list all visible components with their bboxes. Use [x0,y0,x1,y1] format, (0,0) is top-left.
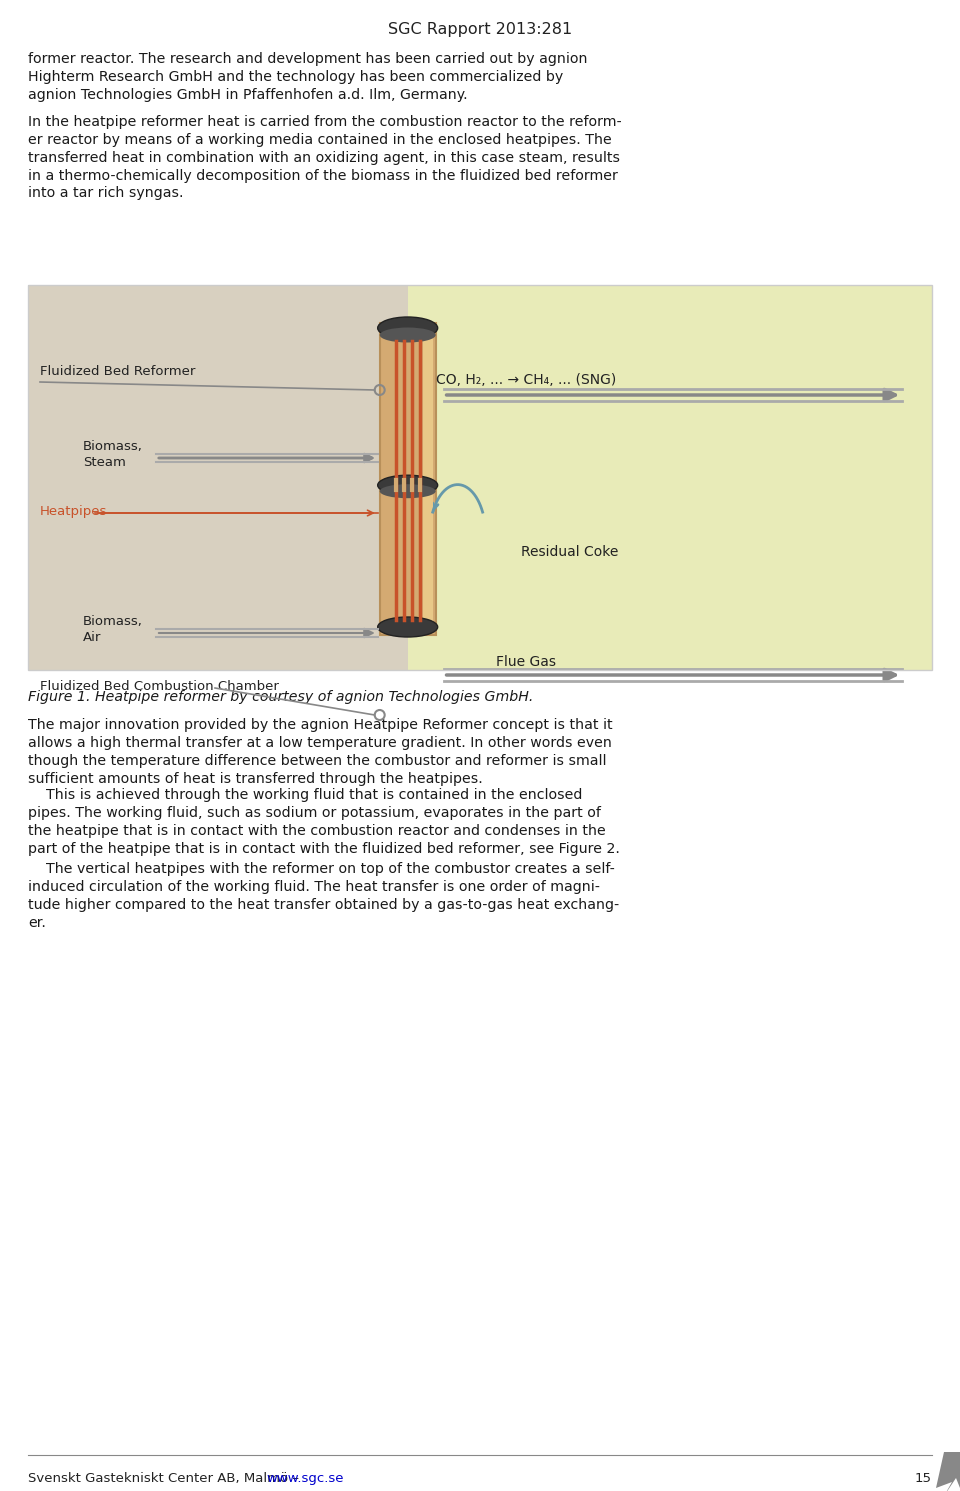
Text: In the heatpipe reformer heat is carried from the combustion reactor to the refo: In the heatpipe reformer heat is carried… [28,115,622,200]
Text: Biomass,
Air: Biomass, Air [83,614,143,644]
Ellipse shape [377,318,438,338]
Text: Residual Coke: Residual Coke [520,546,618,559]
Bar [28,285,932,669]
Text: Fluidized Bed Reformer: Fluidized Bed Reformer [40,365,196,379]
Text: This is achieved through the working fluid that is contained in the enclosed
pip: This is achieved through the working flu… [28,789,620,856]
Text: Heatpipes: Heatpipes [40,505,108,517]
Ellipse shape [377,476,438,495]
Ellipse shape [377,617,438,637]
Bar [380,324,436,635]
Ellipse shape [380,485,436,498]
Text: The major innovation provided by the agnion Heatpipe Reformer concept is that it: The major innovation provided by the agn… [28,719,612,786]
Text: Flue Gas: Flue Gas [495,655,556,669]
Text: SGC Rapport 2013:281: SGC Rapport 2013:281 [388,22,572,37]
Text: Svenskt Gastekniskt Center AB, Malmö –: Svenskt Gastekniskt Center AB, Malmö – [28,1472,303,1485]
Text: 15: 15 [915,1472,932,1485]
Bar [422,328,433,631]
Text: Biomass,
Steam: Biomass, Steam [83,440,143,470]
Bar [408,285,932,669]
Ellipse shape [380,328,436,343]
Text: Fluidized Bed Combustion Chamber: Fluidized Bed Combustion Chamber [40,680,278,693]
Text: CO, H₂, ... → CH₄, ... (SNG): CO, H₂, ... → CH₄, ... (SNG) [436,373,615,388]
Text: Figure 1. Heatpipe reformer by courtesy of agnion Technologies GmbH.: Figure 1. Heatpipe reformer by courtesy … [28,690,534,704]
Text: www.sgc.se: www.sgc.se [266,1472,344,1485]
Polygon shape [936,1452,960,1491]
Text: former reactor. The research and development has been carried out by agnion
High: former reactor. The research and develop… [28,52,588,101]
Bar [28,285,408,669]
Text: The vertical heatpipes with the reformer on top of the combustor creates a self-: The vertical heatpipes with the reformer… [28,862,619,929]
